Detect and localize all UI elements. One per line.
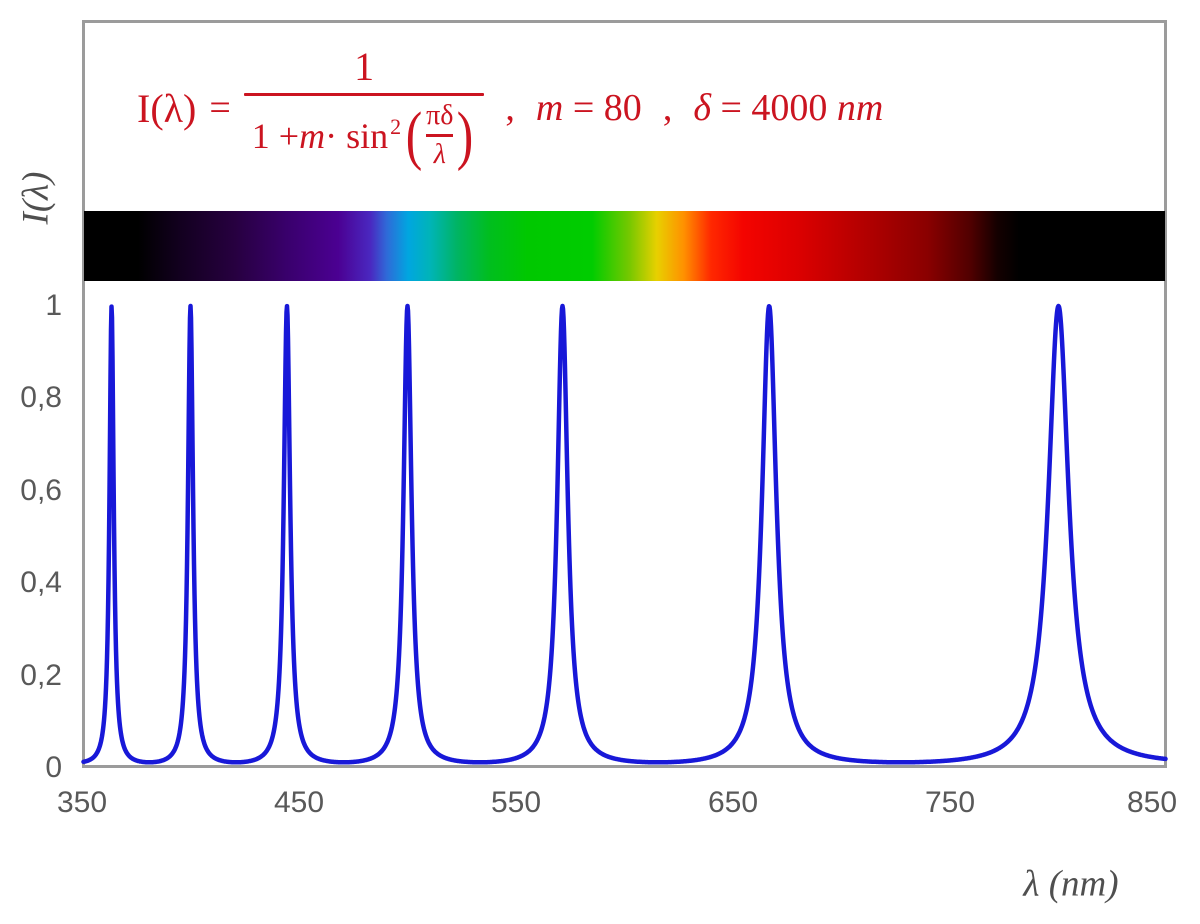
plot-frame: I(λ) = 1 1 + m · sin 2 ( πδ λ ) (82, 20, 1167, 768)
close-paren: ) (457, 98, 474, 172)
formula-equals: = (209, 87, 231, 129)
x-axis-title: λ (nm) (1023, 863, 1119, 905)
x-tick-label: 350 (56, 786, 108, 819)
comma-separator: , (505, 87, 515, 129)
den-sin: · sin (325, 115, 389, 156)
inner-fraction: πδ λ (426, 100, 454, 170)
inner-fraction-bar (426, 134, 454, 137)
y-tick-label: 0,2 (20, 658, 62, 692)
y-axis-title: I(λ) (15, 171, 57, 225)
inner-numerator: πδ (426, 100, 454, 132)
open-paren: ( (405, 98, 423, 172)
y-tick-label: 0 (45, 751, 62, 784)
fraction-denominator: 1 + m · sin 2 ( πδ λ ) (244, 96, 485, 169)
x-tick-label: 450 (273, 786, 325, 819)
comma-separator: , (662, 87, 673, 129)
x-tick-label: 650 (707, 786, 759, 819)
y-tick-label: 0,4 (20, 566, 62, 600)
den-m-variable: m (299, 115, 326, 156)
x-tick-label: 750 (924, 786, 976, 819)
sin-exponent: 2 (390, 113, 402, 139)
formula-fraction: 1 1 + m · sin 2 ( πδ λ ) (243, 44, 485, 169)
inner-denominator: λ (433, 138, 446, 170)
parameter-delta: δ = 4000 nm (693, 87, 884, 129)
spectrum-bar (84, 211, 1165, 281)
x-tick-label: 550 (490, 786, 542, 819)
formula-lhs: I(λ) (137, 85, 197, 131)
den-prefix: 1 + (251, 115, 300, 156)
x-tick-label: 850 (1126, 786, 1178, 819)
formula: I(λ) = 1 1 + m · sin 2 ( πδ λ ) (137, 23, 1158, 193)
parameter-m: m = 80 (535, 87, 642, 129)
fraction-numerator: 1 (354, 44, 375, 90)
y-tick-label: 0,8 (20, 381, 62, 415)
fraction-bar (243, 93, 485, 97)
y-tick-label: 0,6 (20, 473, 62, 507)
y-tick-label: 1 (45, 289, 62, 322)
